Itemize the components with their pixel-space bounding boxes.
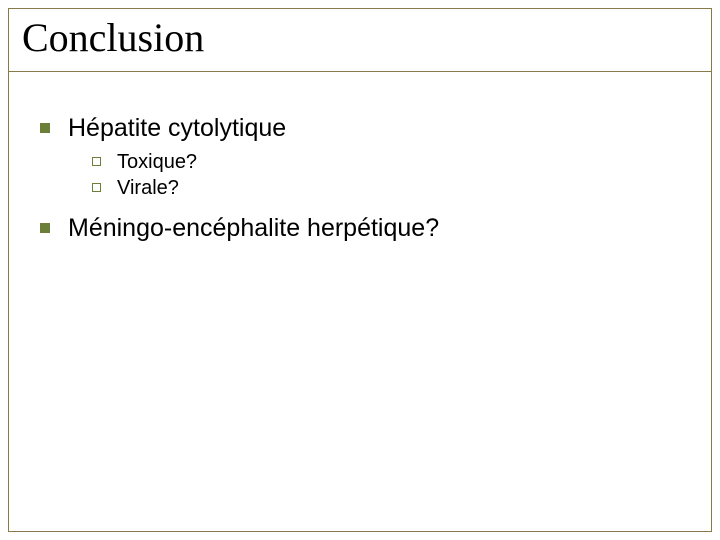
hollow-square-bullet-icon: [92, 183, 101, 192]
slide-border: [8, 8, 712, 532]
title-bar: Conclusion: [8, 8, 712, 72]
list-item: Toxique?: [92, 151, 690, 174]
hollow-square-bullet-icon: [92, 157, 101, 166]
list-item: Méningo-encéphalite herpétique?: [40, 214, 690, 243]
page-title: Conclusion: [22, 14, 698, 61]
list-item-label: Virale?: [117, 177, 179, 200]
list-item-label: Hépatite cytolytique: [68, 114, 286, 143]
content-area: Hépatite cytolytique Toxique? Virale? Mé…: [40, 100, 690, 251]
sublist: Toxique? Virale?: [92, 151, 690, 200]
list-item: Virale?: [92, 177, 690, 200]
square-bullet-icon: [40, 123, 50, 133]
list-item-label: Méningo-encéphalite herpétique?: [68, 214, 439, 243]
square-bullet-icon: [40, 223, 50, 233]
list-item: Hépatite cytolytique: [40, 114, 690, 143]
list-item-label: Toxique?: [117, 151, 197, 174]
